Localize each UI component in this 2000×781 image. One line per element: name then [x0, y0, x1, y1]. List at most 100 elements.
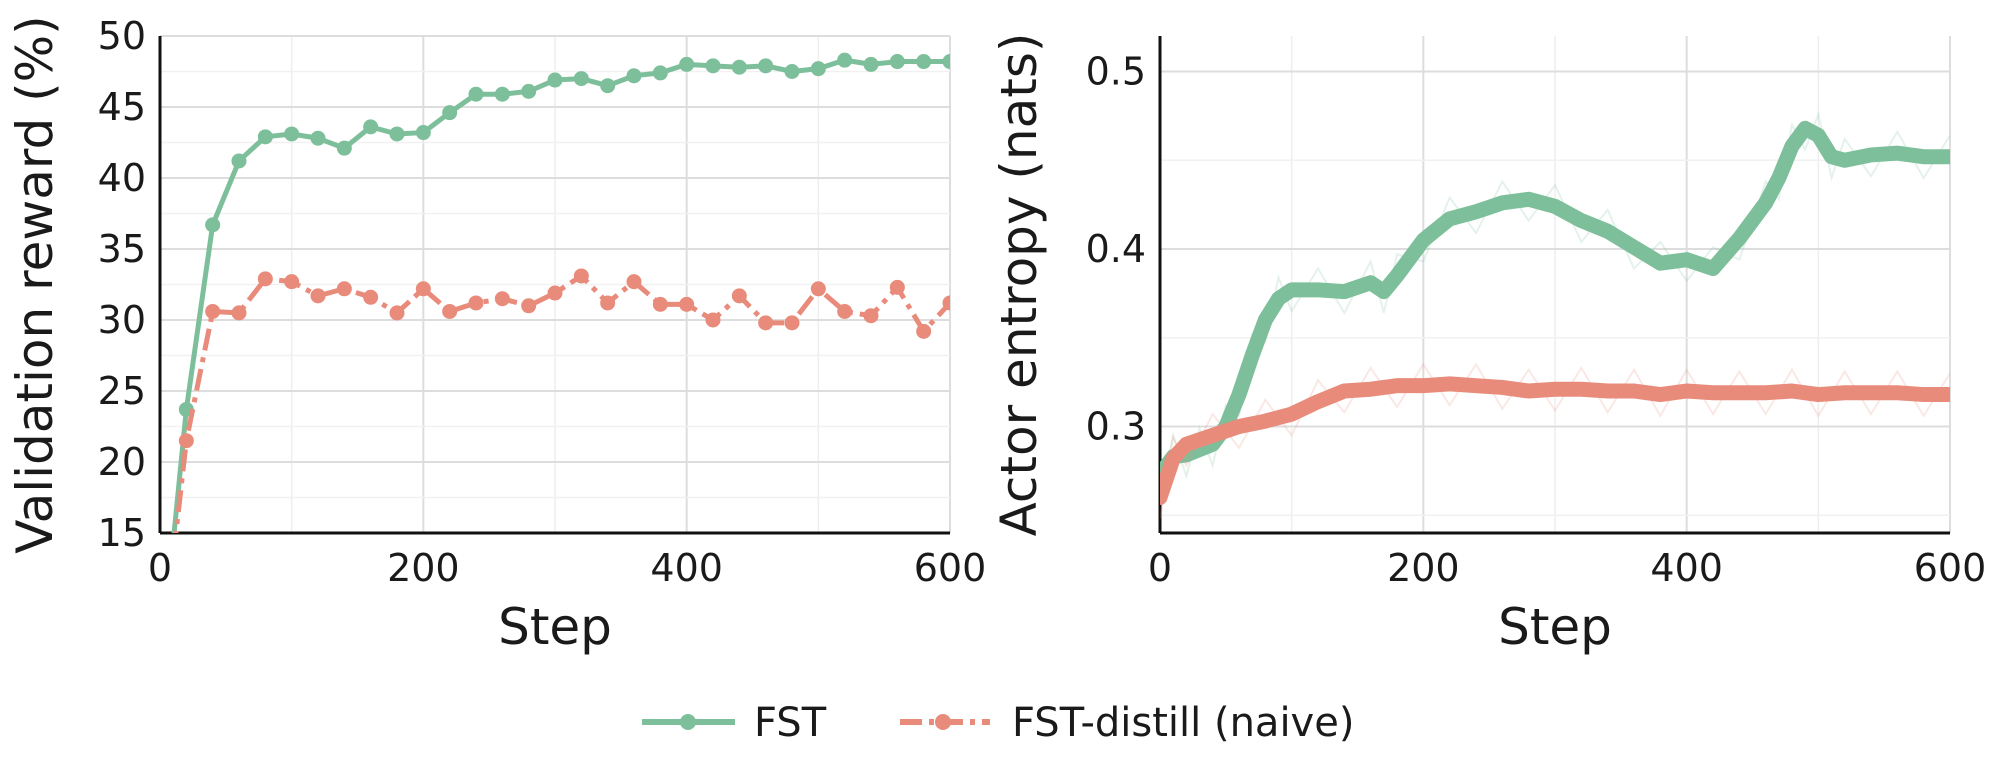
data-point — [257, 271, 273, 287]
data-point — [284, 126, 300, 142]
data-point — [679, 56, 695, 72]
smoothed-line — [1160, 120, 1950, 482]
x-tick-label: 0 — [1148, 546, 1172, 590]
data-point — [784, 315, 800, 331]
data-point — [521, 298, 537, 314]
y-tick-label: 15 — [98, 511, 146, 555]
y-tick-label: 20 — [98, 440, 146, 484]
legend-fst-label: FST — [754, 700, 827, 746]
x-axis-label: Step — [1498, 598, 1612, 656]
y-axis-label: Validation reward (%) — [6, 15, 64, 553]
actor-entropy-chart: 0 200 400 600 0.3 0.4 0.5 Step Actor entropy (na… — [990, 33, 1986, 656]
data-point — [942, 295, 950, 311]
y-tick-label: 45 — [98, 85, 146, 129]
series-fst — [171, 52, 950, 533]
data-point — [389, 305, 405, 321]
data-point — [336, 281, 352, 297]
data-point — [389, 126, 405, 142]
y-tick-label: 40 — [98, 156, 146, 200]
data-point — [863, 56, 879, 72]
data-point — [336, 140, 352, 156]
series-fst-distill — [1160, 362, 1950, 519]
plot-area — [171, 52, 950, 533]
data-point — [679, 296, 695, 312]
y-tick-label: 0.4 — [1086, 227, 1146, 271]
data-point — [257, 129, 273, 145]
data-point — [231, 153, 247, 169]
y-tick-label: 0.5 — [1086, 50, 1146, 94]
data-point — [626, 68, 642, 84]
legend-item-fst: FST — [642, 700, 827, 746]
data-point — [178, 433, 194, 449]
data-point — [626, 274, 642, 290]
data-point — [415, 125, 431, 141]
data-point — [442, 303, 458, 319]
plot-area — [1160, 110, 1950, 519]
x-tick-label: 200 — [387, 546, 460, 590]
series-fst-distill — [173, 268, 950, 533]
y-tick-label: 50 — [98, 14, 146, 58]
data-point — [916, 54, 932, 70]
smoothed-line — [1160, 376, 1950, 505]
data-point — [784, 64, 800, 79]
data-point — [415, 281, 431, 297]
legend-fst-distill-label: FST-distill (naive) — [1012, 700, 1354, 746]
data-point — [863, 308, 879, 324]
x-tick-label: 600 — [914, 546, 987, 590]
legend-fst-distill-marker — [935, 714, 951, 730]
data-point — [916, 323, 932, 339]
data-point — [547, 285, 563, 301]
data-point — [731, 288, 747, 304]
data-point — [837, 303, 853, 319]
y-tick-label: 0.3 — [1086, 405, 1146, 449]
data-point — [310, 288, 326, 304]
x-tick-label: 200 — [1387, 546, 1460, 590]
legend: FST FST-distill (naive) — [642, 700, 1354, 746]
data-point — [889, 54, 905, 70]
x-tick-label: 400 — [650, 546, 723, 590]
x-tick-label: 600 — [1914, 546, 1987, 590]
legend-item-fst-distill: FST-distill (naive) — [900, 700, 1354, 746]
y-tick-label: 30 — [98, 298, 146, 342]
data-point — [205, 303, 221, 319]
data-point — [547, 72, 563, 88]
data-point — [573, 71, 589, 87]
data-point — [600, 78, 616, 94]
x-tick-label: 0 — [148, 546, 172, 590]
data-point — [810, 281, 826, 297]
data-point — [494, 291, 510, 307]
data-point — [363, 119, 379, 135]
data-point — [521, 83, 537, 99]
grid — [1159, 36, 1951, 533]
data-point — [758, 315, 774, 331]
data-point — [573, 268, 589, 284]
grid — [159, 35, 951, 534]
data-point — [284, 274, 300, 290]
data-point — [468, 295, 484, 311]
data-point — [942, 54, 950, 70]
data-point — [310, 130, 326, 146]
data-point — [363, 289, 379, 305]
data-point — [494, 86, 510, 102]
series-fst — [1160, 110, 1950, 496]
data-point — [705, 58, 721, 74]
data-point — [810, 61, 826, 77]
data-point — [468, 86, 484, 102]
legend-fst-marker — [680, 714, 696, 730]
data-point — [652, 65, 668, 81]
data-point — [600, 295, 616, 311]
data-point — [652, 296, 668, 312]
x-axis-label: Step — [498, 598, 612, 656]
y-axis-label: Actor entropy (nats) — [990, 33, 1048, 537]
data-point — [837, 52, 853, 68]
validation-reward-chart: 0 200 400 600 15 20 25 30 35 40 45 50 Step Validation… — [6, 14, 987, 656]
data-point — [231, 305, 247, 321]
y-tick-label: 35 — [98, 227, 146, 271]
data-point — [731, 59, 747, 75]
data-point — [205, 217, 221, 233]
data-point — [705, 312, 721, 328]
data-point — [889, 279, 905, 295]
x-tick-label: 400 — [1650, 546, 1723, 590]
data-point — [442, 105, 458, 121]
